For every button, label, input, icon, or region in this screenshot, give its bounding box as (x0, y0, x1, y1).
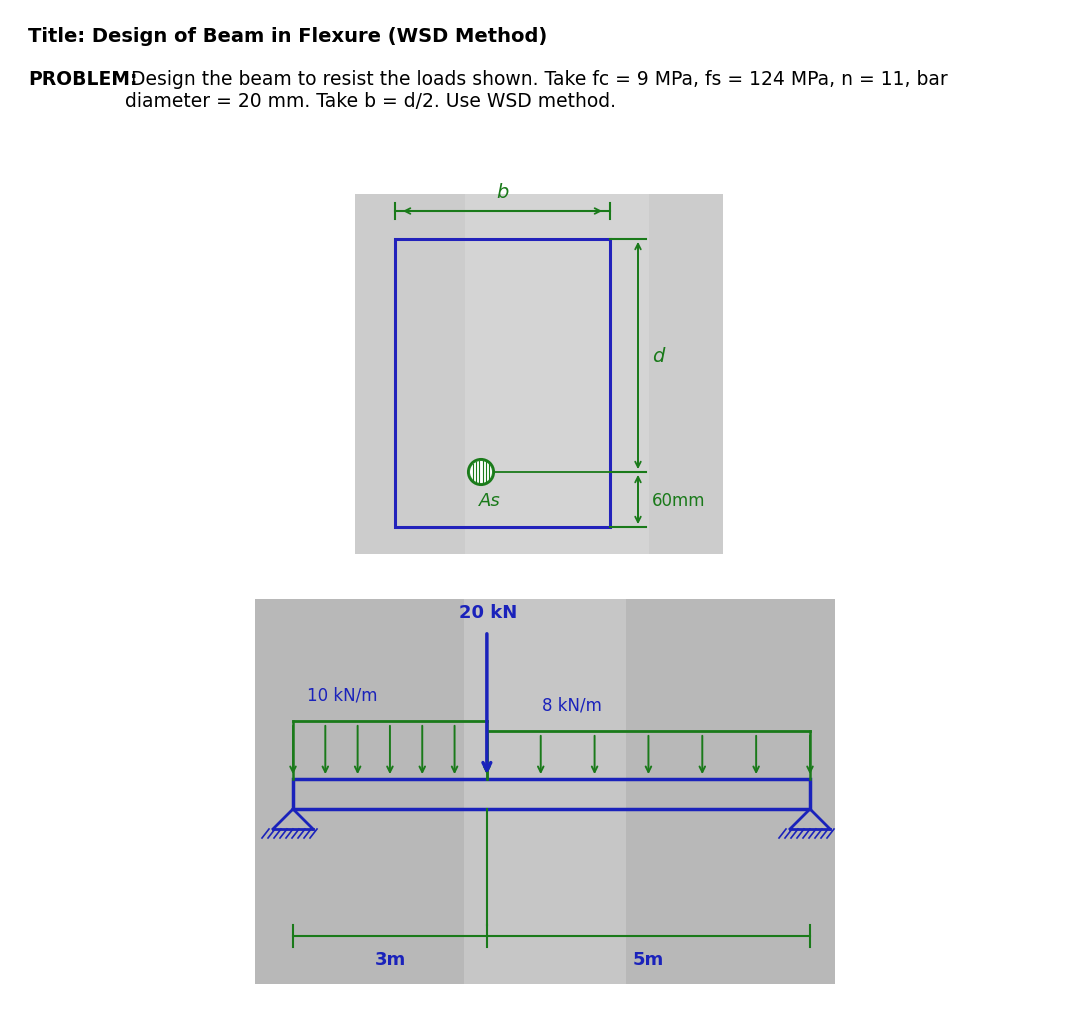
Bar (293, 780, 810, 809)
Text: 10 kN/m: 10 kN/m (307, 686, 378, 703)
Text: b: b (497, 182, 509, 202)
Bar (395, 239, 610, 528)
Text: 5m: 5m (633, 950, 664, 968)
Text: d: d (652, 346, 664, 366)
Text: Design the beam to resist the loads shown. Take fc = 9 MPa, fs = 124 MPa, n = 11: Design the beam to resist the loads show… (125, 70, 948, 111)
Text: 8 kN/m: 8 kN/m (542, 695, 602, 713)
Text: Title: Design of Beam in Flexure (WSD Method): Title: Design of Beam in Flexure (WSD Me… (28, 26, 548, 46)
Bar (465, 195, 649, 554)
Circle shape (470, 462, 492, 484)
Text: 20 kN: 20 kN (459, 603, 517, 622)
Bar (355, 195, 723, 554)
Circle shape (468, 460, 494, 485)
Text: PROBLEM:: PROBLEM: (28, 70, 137, 89)
Bar (255, 599, 835, 984)
Text: 3m: 3m (375, 950, 406, 968)
Text: As: As (480, 491, 501, 510)
Text: 60mm: 60mm (652, 491, 705, 510)
Bar (463, 599, 626, 984)
